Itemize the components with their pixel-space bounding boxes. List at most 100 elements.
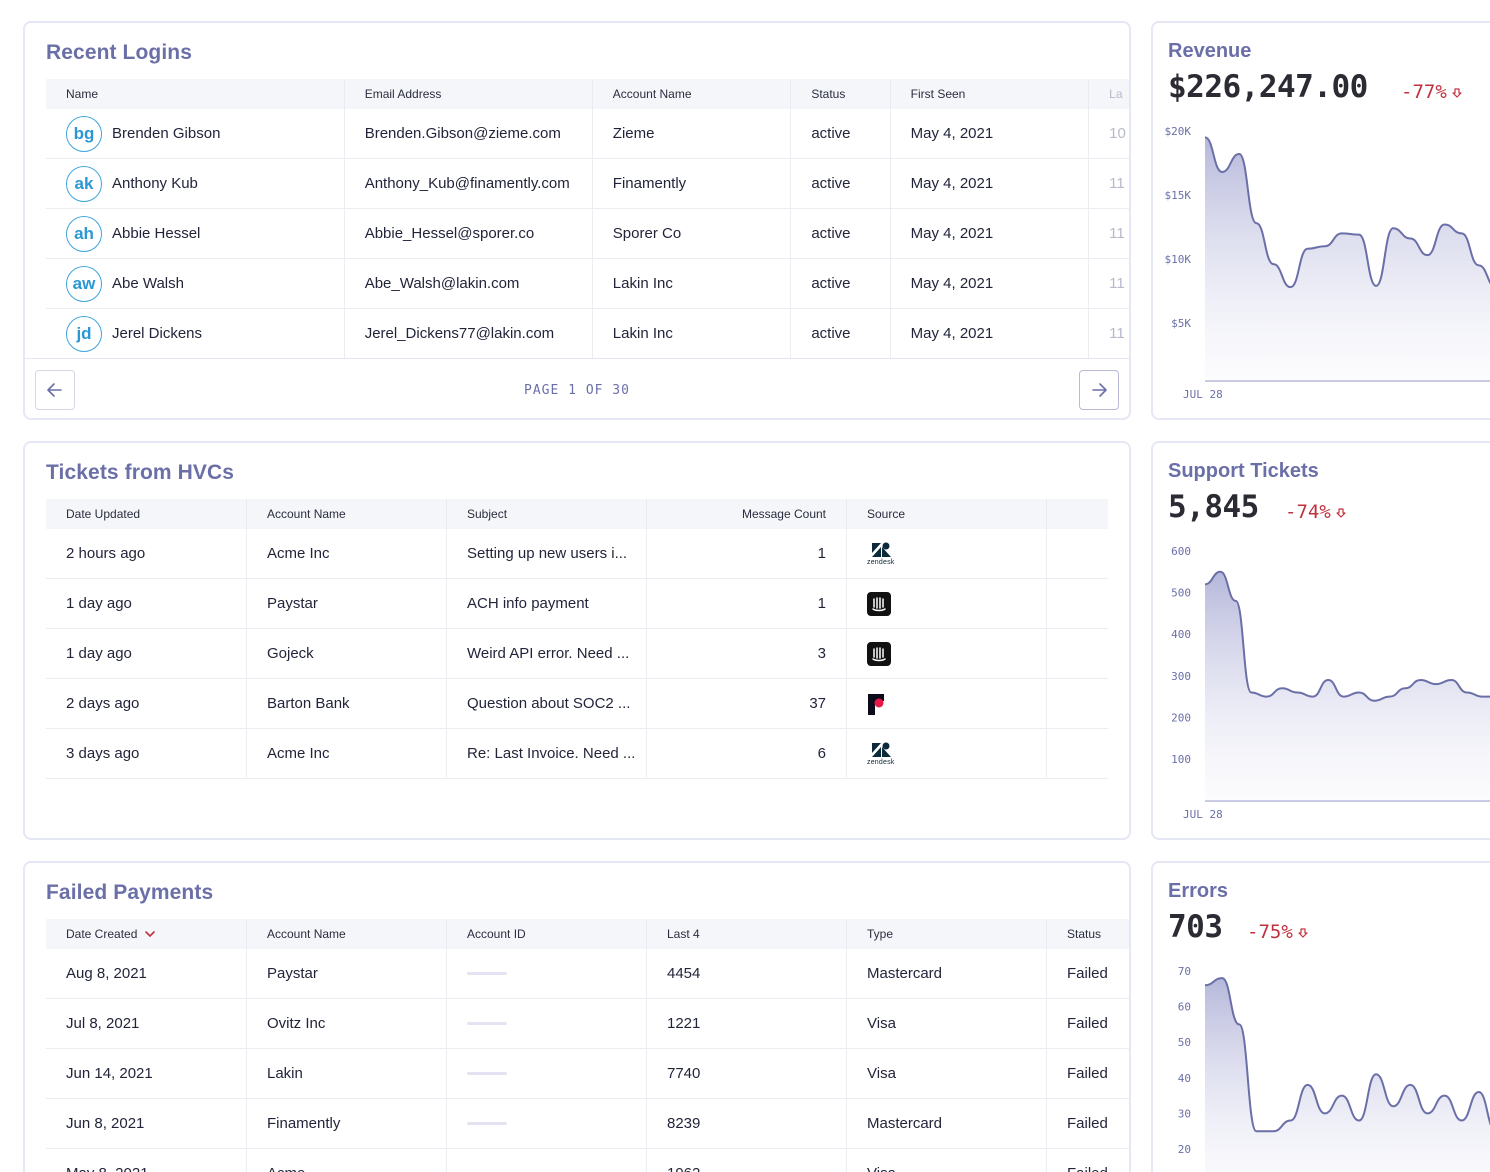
avatar: jd — [66, 315, 102, 352]
email-cell: Jerel_Dickens77@lakin.com — [345, 309, 593, 358]
table-row[interactable]: ah Abbie Hessel Abbie_Hessel@sporer.co Spor… — [46, 209, 1129, 259]
tickets-card: Tickets from HVCs Date Updated Account N… — [23, 441, 1131, 840]
table-row[interactable]: ak Anthony Kub Anthony_Kub@finamently.com F… — [46, 159, 1129, 209]
account-cell: Zieme — [593, 109, 792, 158]
status-cell: active — [791, 259, 891, 308]
metric-change: -74% — [1285, 501, 1347, 523]
last-seen-cell: 11 — [1109, 325, 1125, 342]
table-row[interactable]: 2 hours ago Acme Inc Setting up new users … — [46, 529, 1108, 579]
prev-page-button[interactable] — [35, 370, 75, 410]
front-icon — [867, 692, 887, 716]
date-cell: Jul 8, 2021 — [46, 999, 247, 1048]
next-page-button[interactable] — [1079, 370, 1119, 410]
source-cell — [847, 629, 1047, 678]
series-line — [1204, 977, 1490, 1133]
zendesk-icon: zendesk — [867, 742, 894, 766]
table-row[interactable]: 1 day ago Gojeck Weird API error. Need ...… — [46, 629, 1108, 679]
table-row[interactable]: Jul 8, 2021 Ovitz Inc 1221 Visa Failed — [46, 999, 1129, 1049]
account-cell: Lakin Inc — [593, 259, 792, 308]
column-header-account[interactable]: Account Name — [247, 499, 447, 529]
y-tick-label: 300 — [1171, 670, 1191, 683]
name-cell: ak Anthony Kub — [46, 159, 345, 208]
status-cell: Failed — [1067, 1115, 1108, 1132]
date-cell: Jun 8, 2021 — [46, 1099, 247, 1148]
y-tick-label: 400 — [1171, 628, 1191, 641]
column-header-status[interactable]: Status — [791, 79, 891, 109]
table-row[interactable]: aw Abe Walsh Abe_Walsh@lakin.com Lakin Inc a… — [46, 259, 1129, 309]
status-cell: active — [791, 209, 891, 258]
account-id-cell — [447, 999, 647, 1048]
column-header-blank — [1047, 499, 1108, 529]
message-count-cell: 6 — [647, 729, 847, 778]
area-fill — [1205, 978, 1490, 1172]
series-line — [1204, 136, 1490, 289]
recent-logins-card: Recent Logins Name Email Address Account… — [23, 21, 1131, 420]
account-id-placeholder — [467, 1122, 507, 1125]
avatar: ah — [66, 215, 102, 252]
column-header-date-created[interactable]: Date Created — [46, 919, 247, 949]
table-row[interactable]: bg Brenden Gibson Brenden.Gibson@zieme.com… — [46, 109, 1129, 159]
table-row[interactable]: 3 days ago Acme Inc Re: Last Invoice. Need… — [46, 729, 1108, 779]
account-id-placeholder — [467, 1022, 507, 1025]
table-row[interactable]: Jun 14, 2021 Lakin 7740 Visa Failed — [46, 1049, 1129, 1099]
y-tick-label: $20K — [1165, 125, 1192, 138]
metric-title: Errors — [1168, 880, 1229, 902]
column-header-date-updated[interactable]: Date Updated — [46, 499, 247, 529]
column-header-account[interactable]: Account Name — [593, 79, 792, 109]
intercom-icon — [867, 641, 891, 666]
account-cell: Lakin Inc — [593, 309, 792, 358]
column-header-last4[interactable]: Last 4 — [647, 919, 847, 949]
column-header-date-created-label: Date Created — [66, 927, 138, 941]
status-cell: active — [791, 159, 891, 208]
column-header-last-seen[interactable]: La — [1109, 87, 1123, 101]
revenue-chart: $20K $15K $10K $5K JUL 28 — [1165, 125, 1490, 401]
metric-change-value: -75% — [1247, 921, 1293, 943]
blank-cell — [1047, 679, 1108, 728]
recent-logins-title: Recent Logins — [46, 41, 192, 64]
column-header-type[interactable]: Type — [847, 919, 1047, 949]
table-row[interactable]: 2 days ago Barton Bank Question about SOC2… — [46, 679, 1108, 729]
type-cell: Visa — [847, 1149, 1047, 1172]
metric-value: $226,247.00 — [1168, 69, 1368, 105]
table-row[interactable]: jd Jerel Dickens Jerel_Dickens77@lakin.com… — [46, 309, 1129, 359]
table-row[interactable]: Jun 8, 2021 Finamently 8239 Mastercard Faile… — [46, 1099, 1129, 1149]
metric-value: 5,845 — [1168, 489, 1259, 525]
user-name: Abbie Hessel — [112, 225, 201, 242]
avatar: ak — [66, 165, 102, 202]
email-cell: Anthony_Kub@finamently.com — [345, 159, 593, 208]
table-row[interactable]: Aug 8, 2021 Paystar 4454 Mastercard Failed — [46, 949, 1129, 999]
table-header: Date Updated Account Name Subject Messag… — [46, 499, 1108, 529]
y-tick-label: 40 — [1178, 1072, 1191, 1085]
status-cell: Failed — [1067, 1065, 1108, 1082]
failed-payments-table: Date Created Account Name Account ID Las… — [46, 919, 1129, 1172]
blank-cell — [1047, 629, 1108, 678]
column-header-status[interactable]: Status — [1067, 927, 1102, 941]
column-header-account-id[interactable]: Account ID — [447, 919, 647, 949]
subject-cell: Weird API error. Need ... — [447, 629, 647, 678]
column-header-subject[interactable]: Subject — [447, 499, 647, 529]
first-seen-cell: May 4, 2021 — [891, 159, 1090, 208]
account-cell: Sporer Co — [593, 209, 792, 258]
table-row[interactable]: 1 day ago Paystar ACH info payment 1 — [46, 579, 1108, 629]
table-row[interactable]: May 8, 2021Acme 1962VisaFailed — [46, 1149, 1129, 1172]
y-tick-label: $5K — [1171, 317, 1191, 330]
page-indicator: PAGE 1 OF 30 — [524, 383, 630, 398]
column-header-message-count[interactable]: Message Count — [647, 499, 847, 529]
support-tickets-chart: 600 500 400 300 200 100 JUL 28 — [1171, 545, 1490, 821]
area-fill — [1205, 571, 1490, 801]
column-header-email[interactable]: Email Address — [345, 79, 593, 109]
column-header-first-seen[interactable]: First Seen — [891, 79, 1090, 109]
status-cell: active — [791, 309, 891, 358]
status-cell: active — [791, 109, 891, 158]
type-cell: Mastercard — [847, 949, 1047, 998]
column-header-name[interactable]: Name — [46, 79, 345, 109]
column-header-account[interactable]: Account Name — [247, 919, 447, 949]
x-tick-label: JUL 28 — [1183, 808, 1223, 821]
last4-cell: 1221 — [647, 999, 847, 1048]
y-tick-label: 60 — [1178, 1001, 1191, 1014]
arrow-down-icon — [1336, 507, 1346, 518]
subject-cell: Question about SOC2 ... — [447, 679, 647, 728]
column-header-source[interactable]: Source — [847, 499, 1047, 529]
y-tick-label: 50 — [1178, 1036, 1191, 1049]
first-seen-cell: May 4, 2021 — [891, 209, 1090, 258]
